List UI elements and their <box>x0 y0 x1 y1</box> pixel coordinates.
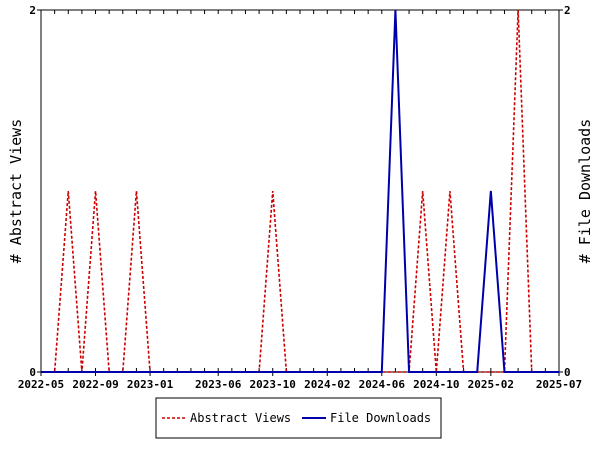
x-tick-label-2025-07: 2025-07 <box>536 378 582 391</box>
y-axis-left-title: # Abstract Views <box>7 119 25 264</box>
y-left-tick-label-0: 0 <box>29 366 36 379</box>
y-right-tick-label-0: 0 <box>564 366 571 379</box>
x-tick-label-2024-02: 2024-02 <box>304 378 350 391</box>
legend-label-file-downloads: File Downloads <box>330 411 431 425</box>
x-tick-label-2023-10: 2023-10 <box>250 378 296 391</box>
x-tick-label-2025-02: 2025-02 <box>468 378 514 391</box>
legend-label-abstract-views: Abstract Views <box>190 411 291 425</box>
x-tick-label-2024-06: 2024-06 <box>359 378 406 391</box>
series-layer <box>41 9 559 373</box>
legend: Abstract Views File Downloads <box>155 397 442 439</box>
x-tick-label-2023-06: 2023-06 <box>195 378 242 391</box>
legend-box <box>155 397 442 439</box>
series-line-file-downloads <box>41 9 559 373</box>
x-tick-label-2023-01: 2023-01 <box>127 378 174 391</box>
y-right-tick-label-2: 2 <box>564 4 571 17</box>
y-axis-ticks: 0 0 2 2 <box>29 4 570 379</box>
x-tick-label-2022-05: 2022-05 <box>18 378 64 391</box>
x-axis-ticks: 2022-05 2022-09 2023-01 2023-06 2023-10 2024-… <box>18 10 582 391</box>
x-tick-label-2024-10: 2024-10 <box>413 378 459 391</box>
x-tick-label-2022-09: 2022-09 <box>72 378 118 391</box>
y-axis-right-title: # File Downloads <box>576 119 594 264</box>
y-left-tick-label-2: 2 <box>29 4 36 17</box>
